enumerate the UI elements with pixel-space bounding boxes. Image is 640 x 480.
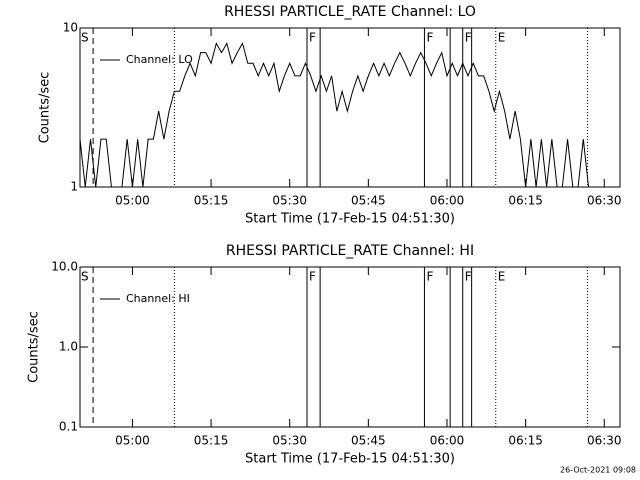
x-tick-label: 05:15 — [194, 434, 229, 448]
y-tick-label: 10 — [63, 21, 78, 35]
event-label: F — [426, 270, 433, 284]
plot-frame — [79, 27, 621, 188]
y-tick-label: 1.0 — [59, 340, 78, 354]
x-tick-label: 05:00 — [115, 434, 150, 448]
event-label: E — [498, 31, 506, 45]
x-tick-label: 06:15 — [508, 194, 543, 208]
legend-label: Channel: HI — [126, 292, 190, 305]
event-label: F — [309, 270, 316, 284]
event-label: S — [81, 31, 89, 45]
y-tick-label: 1 — [70, 180, 78, 194]
x-tick-label: 06:15 — [508, 434, 543, 448]
chart-title: RHESSI PARTICLE_RATE Channel: HI — [226, 243, 474, 259]
event-label: S — [81, 270, 89, 284]
y-axis-label: Counts/sec — [38, 72, 53, 144]
y-tick-label: 0.1 — [59, 420, 78, 434]
x-tick-label: 05:45 — [351, 194, 386, 208]
event-label: F — [465, 31, 472, 45]
footer: 26-Oct-2021 09:08 — [560, 466, 636, 475]
y-tick-label: 10.0 — [51, 260, 78, 274]
event-label: F — [309, 31, 316, 45]
x-tick-label: 05:30 — [272, 194, 307, 208]
x-tick-label: 06:00 — [430, 434, 465, 448]
x-axis-label: Start Time (17-Feb-15 04:51:30) — [245, 212, 455, 227]
event-label: F — [426, 31, 433, 45]
x-tick-label: 06:00 — [430, 194, 465, 208]
y-axis-label: Counts/sec — [27, 311, 42, 383]
x-tick-label: 06:30 — [587, 434, 622, 448]
x-tick-label: 05:00 — [115, 194, 150, 208]
x-tick-label: 05:45 — [351, 434, 386, 448]
x-axis-label: Start Time (17-Feb-15 04:51:30) — [245, 452, 455, 467]
event-label: F — [465, 270, 472, 284]
data-line — [79, 42, 590, 188]
x-tick-label: 05:15 — [194, 194, 229, 208]
x-tick-label: 06:30 — [587, 194, 622, 208]
x-tick-label: 05:30 — [272, 434, 307, 448]
legend-label: Channel: LO — [126, 53, 193, 66]
chart-title: RHESSI PARTICLE_RATE Channel: LO — [224, 4, 476, 20]
event-label: E — [498, 270, 506, 284]
